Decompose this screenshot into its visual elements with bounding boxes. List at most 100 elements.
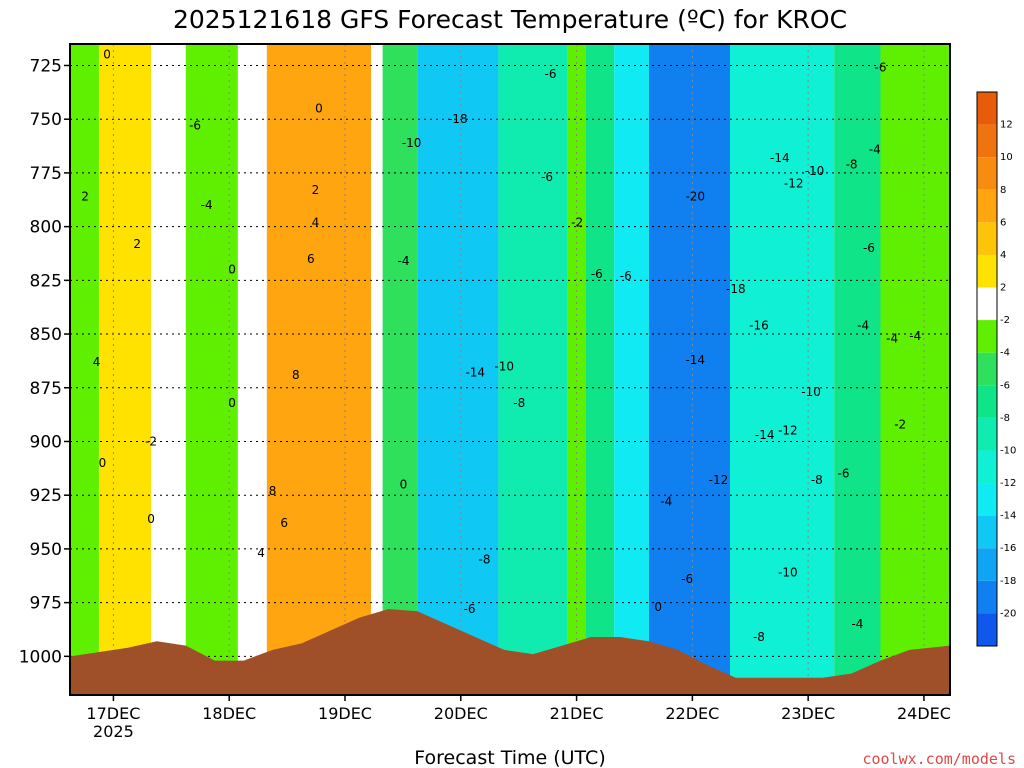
contour-label-44: -6	[863, 241, 875, 255]
contour-label-31: -6	[591, 267, 603, 281]
contour-label-58: -4	[851, 617, 863, 631]
colorbar-swatch-9	[977, 385, 997, 418]
colorbar-label-0: 12	[1000, 120, 1013, 131]
contour-label-59: -2	[894, 417, 906, 431]
colorbar-label-14: -18	[1000, 576, 1016, 587]
contour-label-54: -8	[811, 473, 823, 487]
colorbar-label-13: -16	[1000, 543, 1016, 554]
contour-label-34: -6	[681, 572, 693, 586]
contour-label-7: -6	[189, 119, 201, 133]
contour-label-22: -18	[448, 112, 468, 126]
temperature-region-16	[880, 44, 950, 695]
temperature-region-2	[151, 44, 186, 695]
colorbar: 12 10 8 6 4 2 -2 -4 -6 -8 -10 -12 -14 -16 -18 -20	[976, 91, 1016, 647]
colorbar-swatch-3	[977, 189, 997, 223]
contour-label-37: -20	[685, 190, 705, 204]
contour-label-38: -18	[726, 282, 746, 296]
contour-label-47: -4	[857, 318, 869, 332]
colorbar-label-4: 4	[1000, 250, 1006, 261]
colorbar-swatch-13	[977, 515, 997, 549]
x-tick-label-7: 24DEC	[897, 704, 951, 723]
contour-label-40: -14	[770, 151, 790, 165]
colorbar-label-10: -10	[1000, 445, 1016, 456]
x-tick-label-2: 19DEC	[318, 704, 372, 723]
contour-label-16: 8	[269, 484, 277, 498]
contour-label-14: 6	[307, 252, 315, 266]
contour-label-27: -6	[463, 602, 475, 616]
contour-label-23: -14	[465, 366, 485, 380]
colorbar-swatch-1	[977, 124, 997, 158]
contour-label-19: -4	[397, 254, 409, 268]
colorbar-frame	[976, 91, 998, 647]
temperature-region-0	[70, 44, 99, 695]
colorbar-swatch-12	[977, 483, 997, 516]
plot-frame	[69, 43, 951, 696]
contour-label-6: 0	[147, 512, 155, 526]
y-tick-label-875: 875	[30, 379, 62, 399]
contour-label-26: -8	[479, 553, 491, 567]
colorbar-swatch-14	[977, 548, 997, 581]
contour-label-24: -10	[494, 359, 514, 373]
temperature-region-8	[417, 44, 499, 695]
contour-label-56: -10	[778, 566, 798, 580]
y-tick-label-925: 925	[30, 486, 62, 506]
chart-title: 2025121618 GFS Forecast Temperature (ºC)…	[173, 5, 847, 34]
contour-label-15: 8	[292, 368, 300, 382]
contour-label-2: 2	[133, 237, 141, 251]
contour-label-10: 0	[228, 396, 236, 410]
contour-label-49: -4	[909, 329, 921, 343]
colorbar-label-12: -14	[1000, 511, 1016, 522]
contour-label-46: -6	[875, 61, 887, 75]
colorbar-label-15: -20	[1000, 608, 1016, 619]
x-tick-label-6: 23DEC	[781, 704, 835, 723]
colorbar-swatch-2	[977, 157, 997, 190]
temperature-region-15	[834, 44, 881, 695]
contour-label-35: -4	[660, 495, 672, 509]
contour-label-11: 0	[315, 101, 323, 115]
contour-label-28: -6	[545, 67, 557, 81]
contour-label-39: -16	[749, 318, 769, 332]
colorbar-label-2: 8	[1000, 185, 1006, 196]
contour-label-55: -6	[837, 467, 849, 481]
contour-label-50: -10	[801, 385, 821, 399]
contour-label-18: 4	[257, 546, 265, 560]
temperature-region-9	[498, 44, 568, 695]
contour-label-57: -8	[753, 630, 765, 644]
colorbar-label-6: -2	[1000, 315, 1010, 326]
x-tick-year-label: 2025	[93, 722, 134, 741]
x-tick-label-3: 20DEC	[434, 704, 488, 723]
y-tick-label-825: 825	[30, 271, 62, 291]
contour-label-48: -4	[886, 331, 898, 345]
y-tick-label-950: 950	[30, 540, 62, 560]
colorbar-label-11: -12	[1000, 478, 1016, 489]
contour-label-51: -14	[755, 428, 775, 442]
contour-label-5: -2	[145, 434, 157, 448]
colorbar-label-8: -6	[1000, 380, 1010, 391]
contour-label-9: 0	[228, 263, 236, 277]
temperature-region-13	[648, 44, 730, 695]
colorbar-swatch-8	[977, 352, 997, 386]
surface-terrain-fill	[70, 609, 950, 695]
contour-label-1: 2	[81, 190, 89, 204]
temperature-region-4	[237, 44, 267, 695]
contour-label-30: -2	[571, 215, 583, 229]
contour-label-8: -4	[201, 198, 213, 212]
contour-label-17: 6	[280, 516, 288, 530]
contour-label-43: -8	[846, 157, 858, 171]
x-tick-label-0: 17DEC	[86, 704, 140, 723]
surface-terrain	[70, 609, 950, 695]
temperature-region-3	[185, 44, 238, 695]
x-tick-label-1: 18DEC	[202, 704, 256, 723]
x-tick-label-4: 21DEC	[550, 704, 604, 723]
temperature-region-1	[98, 44, 152, 695]
colorbar-label-9: -8	[1000, 413, 1010, 424]
contour-label-20: -10	[402, 136, 422, 150]
temperature-region-6	[371, 44, 383, 695]
colorbar-label-7: -4	[1000, 348, 1010, 359]
x-axis-label: Forecast Time (UTC)	[414, 747, 605, 768]
colorbar-swatch-15	[977, 580, 997, 614]
y-tick-label-900: 900	[30, 432, 62, 452]
